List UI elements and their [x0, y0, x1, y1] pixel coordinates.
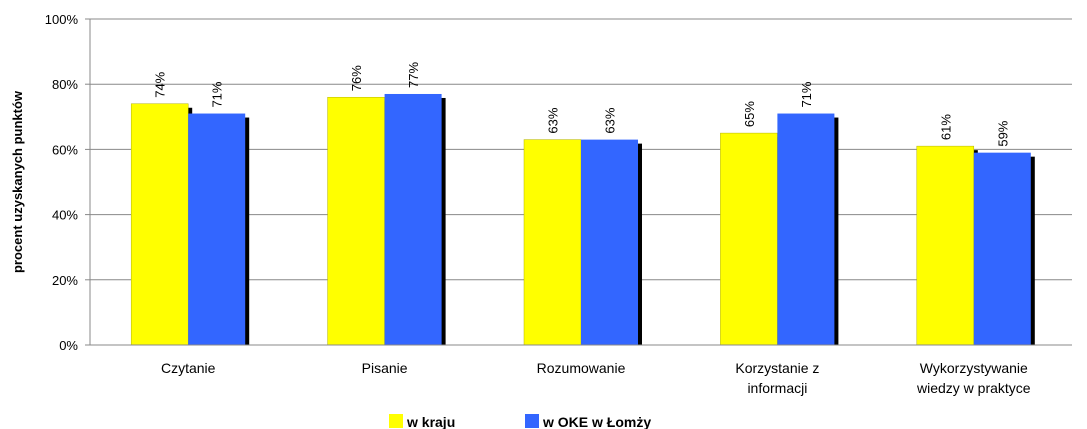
data-label: 77%	[406, 62, 421, 88]
legend: w kraju w OKE w Łomży	[389, 414, 651, 429]
y-axis-ticks: 0% 20% 40% 60% 80% 100%	[45, 12, 90, 353]
data-label: 63%	[603, 107, 618, 133]
bar	[777, 113, 835, 345]
x-category-label: informacji	[747, 380, 807, 396]
x-category-label: Rozumowanie	[537, 360, 626, 376]
data-label: 74%	[153, 71, 168, 97]
data-label: 63%	[546, 107, 561, 133]
legend-label: w OKE w Łomży	[542, 414, 651, 429]
data-label: 76%	[349, 65, 364, 91]
bar	[188, 113, 246, 345]
data-label: 59%	[995, 120, 1010, 146]
bars	[130, 93, 1035, 346]
data-label: 71%	[210, 81, 225, 107]
x-category-label: Wykorzystywanie	[920, 360, 1028, 376]
y-tick-label: 80%	[52, 77, 78, 92]
data-labels: 74% 71% 76% 77% 63% 63% 65% 71% 61% 59%	[153, 62, 1011, 147]
legend-swatch	[389, 414, 403, 428]
y-tick-label: 0%	[59, 338, 78, 353]
x-category-label: Korzystanie z	[735, 360, 819, 376]
y-tick-label: 100%	[45, 12, 79, 27]
bar	[720, 132, 778, 346]
bar	[973, 152, 1031, 345]
bar	[384, 93, 442, 345]
y-tick-label: 60%	[52, 142, 78, 157]
bar	[581, 139, 638, 345]
y-tick-label: 20%	[52, 273, 78, 288]
x-category-label: Pisanie	[362, 360, 408, 376]
legend-swatch	[525, 414, 539, 428]
bar	[523, 139, 582, 346]
data-label: 65%	[742, 101, 757, 127]
bar	[916, 145, 975, 346]
data-label: 61%	[938, 114, 953, 140]
legend-label: w kraju	[406, 414, 455, 429]
bar	[327, 96, 385, 346]
y-tick-label: 40%	[52, 208, 78, 223]
x-axis-categories: Czytanie Pisanie Rozumowanie Korzystanie z i…	[161, 360, 1031, 396]
bar	[130, 103, 189, 346]
data-label: 71%	[799, 81, 814, 107]
x-category-label: wiedzy w praktyce	[916, 380, 1031, 396]
x-category-label: Czytanie	[161, 360, 216, 376]
y-axis-label: procent uzyskanych punktów	[10, 90, 25, 273]
